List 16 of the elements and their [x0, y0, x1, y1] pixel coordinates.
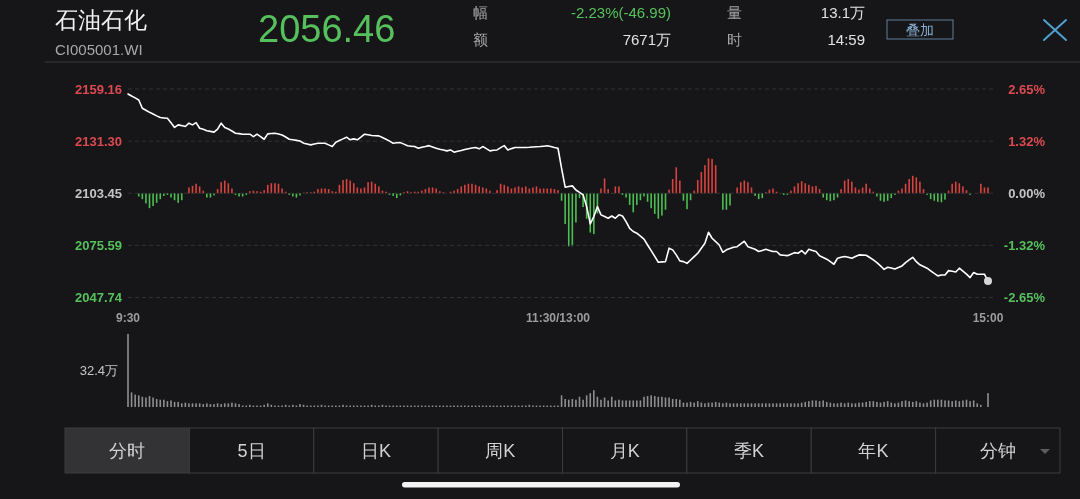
y2-tick-label: 0.00% [1008, 185, 1046, 201]
y-tick-label: 2103.45 [75, 185, 122, 201]
subtitle: CI005001.WI [55, 41, 143, 58]
title: 石油石化 [55, 7, 147, 33]
x-tick-label: 15:00 [972, 311, 1004, 325]
x-tick-label: 11:30/13:00 [525, 311, 591, 325]
y2-tick-label: -2.65% [1003, 290, 1046, 305]
y-tick-label: 2075.59 [75, 237, 122, 253]
x-tick-label: 9:30 [115, 311, 141, 325]
y2-tick-label: -1.32% [1003, 237, 1046, 253]
y2-tick-label: 2.65% [1008, 81, 1046, 97]
y2-tick-label: 1.32% [1008, 133, 1046, 149]
annotation: 32.4万 [79, 363, 118, 378]
y-tick-label: 2159.16 [75, 81, 122, 97]
y-tick-label: 2047.74 [75, 290, 123, 305]
y-tick-label: 2131.30 [75, 133, 122, 149]
